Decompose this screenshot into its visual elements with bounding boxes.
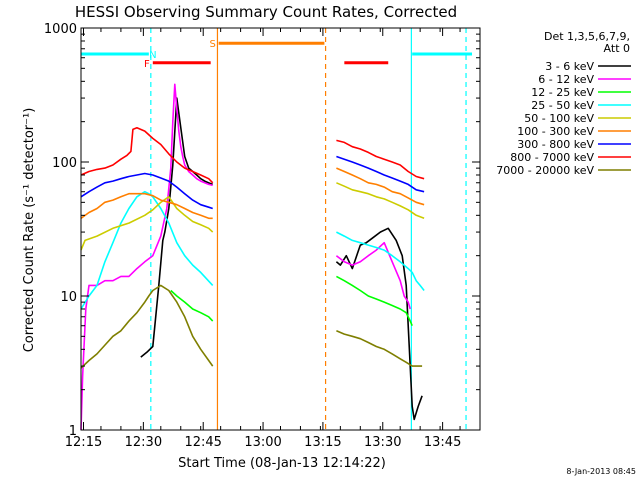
- x-tick-label: 13:15: [304, 435, 341, 450]
- chart-title: HESSI Observing Summary Count Rates, Cor…: [75, 3, 457, 21]
- series-line-6-segment-2: [336, 167, 425, 206]
- series-line-2-segment-2: [335, 241, 411, 310]
- legend-label-4: 25 - 50 keV: [531, 99, 594, 112]
- series-line-7-segment-2: [336, 155, 425, 193]
- series-line-3-segment-2: [336, 275, 413, 327]
- footer-date: 8-Jan-2013 08:45: [566, 467, 636, 476]
- legend-label-2: 6 - 12 keV: [538, 73, 594, 86]
- flag-n-label: N: [149, 50, 156, 61]
- legend-label-5: 50 - 100 keV: [524, 112, 594, 125]
- x-tick-label: 12:45: [184, 435, 221, 450]
- x-tick-label: 12:30: [125, 435, 162, 450]
- series-line-7-segment-1: [80, 172, 213, 210]
- y-tick-label: 1: [69, 424, 77, 439]
- flag-s-label: S: [209, 39, 215, 50]
- x-axis-label: Start Time (08-Jan-13 12:14:22): [178, 456, 386, 471]
- series-line-3-segment-1: [170, 289, 214, 322]
- legend-label-7: 300 - 800 keV: [517, 138, 594, 151]
- y-tick-label: 1000: [44, 22, 77, 37]
- x-tick-label: 13:00: [244, 435, 281, 450]
- series-line-1-segment-1: [140, 97, 213, 358]
- series-line-9-segment-2: [336, 330, 423, 367]
- legend-label-6: 100 - 300 keV: [517, 125, 594, 138]
- series-line-4-segment-1: [80, 190, 214, 310]
- legend-label-8: 800 - 7000 keV: [510, 151, 594, 164]
- y-tick-label: 10: [60, 290, 77, 305]
- series-line-5-segment-2: [336, 182, 425, 220]
- legend-header-line-2: Att 0: [604, 42, 630, 55]
- flag-f-label: F: [144, 59, 150, 70]
- series-line-6-segment-1: [80, 192, 213, 220]
- series-line-4-segment-2: [336, 231, 425, 291]
- legend-header-line-1: Det 1,3,5,6,7,9,: [544, 30, 630, 43]
- y-axis-label: Corrected Count Rate (s⁻¹ detector⁻¹): [22, 108, 37, 353]
- x-tick-label: 13:30: [364, 435, 401, 450]
- legend-label-9: 7000 - 20000 keV: [496, 164, 594, 177]
- plot-frame: [80, 27, 481, 431]
- series-line-2-segment-1: [80, 83, 213, 431]
- x-tick-label: 13:45: [424, 435, 461, 450]
- series-line-5-segment-1: [80, 196, 214, 251]
- legend-label-1: 3 - 6 keV: [545, 60, 594, 73]
- y-tick-label: 100: [52, 156, 77, 171]
- x-tick-label: 12:15: [65, 435, 102, 450]
- series-line-8-segment-2: [336, 139, 425, 180]
- legend-label-3: 12 - 25 keV: [531, 86, 594, 99]
- series-line-9-segment-1: [80, 284, 214, 369]
- series-line-1-segment-2: [335, 227, 423, 421]
- series-line-8-segment-1: [80, 127, 214, 184]
